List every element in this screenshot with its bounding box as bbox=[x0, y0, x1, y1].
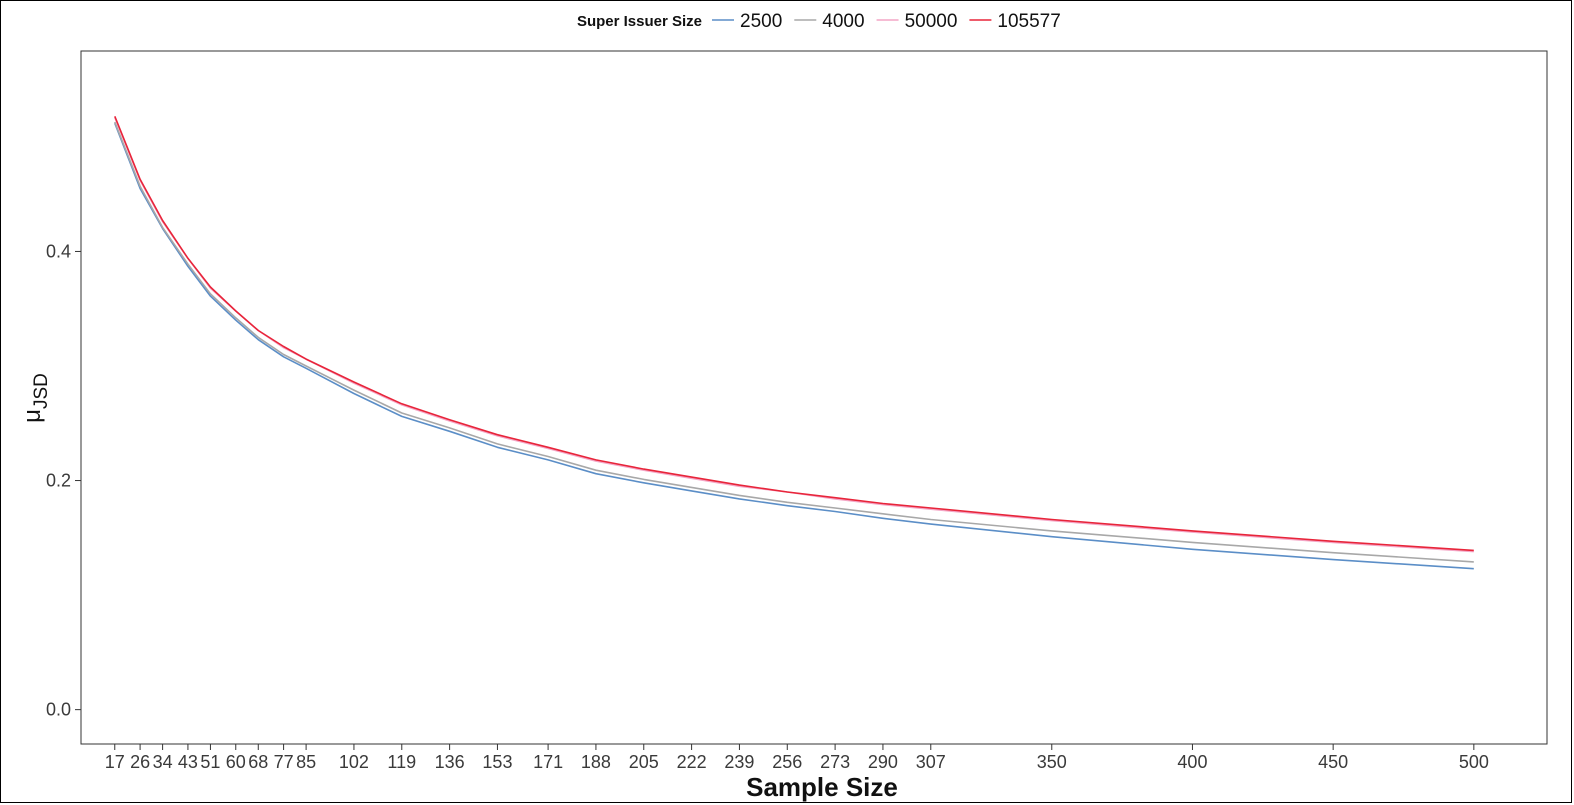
x-tick-label: 17 bbox=[105, 752, 125, 772]
y-axis: 0.0 0.2 0.4 bbox=[46, 241, 81, 720]
plot-panel bbox=[80, 50, 1548, 745]
x-tick-label: 307 bbox=[916, 752, 946, 772]
x-tick-label: 205 bbox=[629, 752, 659, 772]
x-tick-label: 136 bbox=[435, 752, 465, 772]
x-tick-label: 43 bbox=[178, 752, 198, 772]
series-line-50000 bbox=[114, 117, 1474, 553]
x-tick-label: 450 bbox=[1318, 752, 1348, 772]
x-tick-label: 350 bbox=[1037, 752, 1067, 772]
x-tick-label: 400 bbox=[1177, 752, 1207, 772]
x-tick-label: 102 bbox=[339, 752, 369, 772]
legend-label-2500: 2500 bbox=[740, 11, 782, 32]
legend: Super Issuer Size 2500 4000 50000 105577 bbox=[577, 11, 1061, 32]
series-line-2500 bbox=[114, 122, 1474, 570]
legend-items: 2500 4000 50000 105577 bbox=[712, 11, 1061, 32]
y-tick-label: 0.0 bbox=[46, 700, 71, 720]
x-tick-label: 500 bbox=[1459, 752, 1489, 772]
y-axis-title-group: μJSD bbox=[19, 373, 52, 423]
x-tick-label: 68 bbox=[248, 752, 268, 772]
x-tick-label: 26 bbox=[130, 752, 150, 772]
x-tick-label: 222 bbox=[677, 752, 707, 772]
y-axis-title: μ bbox=[19, 409, 46, 423]
legend-label-50000: 50000 bbox=[905, 11, 958, 32]
x-axis-title: Sample Size bbox=[746, 772, 898, 802]
legend-label-105577: 105577 bbox=[997, 11, 1060, 32]
x-tick-label: 119 bbox=[387, 752, 416, 772]
x-tick-label: 85 bbox=[296, 752, 316, 772]
series-line-4000 bbox=[114, 121, 1474, 563]
x-tick-label: 239 bbox=[724, 752, 754, 772]
x-tick-label: 153 bbox=[482, 752, 512, 772]
x-tick-label: 34 bbox=[153, 752, 173, 772]
series-line-105577 bbox=[114, 116, 1474, 552]
x-tick-label: 188 bbox=[581, 752, 611, 772]
x-tick-label: 51 bbox=[200, 752, 220, 772]
x-tick-label: 256 bbox=[772, 752, 802, 772]
x-tick-label: 60 bbox=[226, 752, 246, 772]
x-tick-label: 290 bbox=[868, 752, 898, 772]
y-axis-title-subscript: JSD bbox=[31, 373, 52, 409]
series-lines bbox=[114, 116, 1474, 570]
legend-label-4000: 4000 bbox=[822, 11, 864, 32]
y-tick-label: 0.2 bbox=[46, 471, 71, 491]
x-tick-label: 77 bbox=[274, 752, 294, 772]
svg-text:μJSD: μJSD bbox=[19, 373, 52, 423]
x-tick-label: 171 bbox=[533, 752, 563, 772]
legend-title: Super Issuer Size bbox=[577, 13, 702, 30]
y-tick-label: 0.4 bbox=[46, 241, 71, 261]
x-axis: 17 26 34 43 51 60 68 77 85 102 119 136 153 171 188 205 2… bbox=[105, 744, 1489, 772]
x-tick-label: 273 bbox=[820, 752, 850, 772]
